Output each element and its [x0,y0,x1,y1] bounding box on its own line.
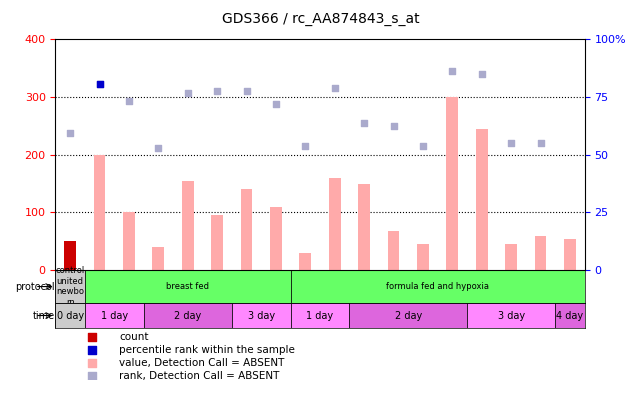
FancyBboxPatch shape [349,303,467,328]
FancyBboxPatch shape [232,303,290,328]
Point [535,140,545,146]
Text: value, Detection Call = ABSENT: value, Detection Call = ABSENT [119,358,285,368]
FancyBboxPatch shape [144,303,232,328]
Point [388,122,399,129]
FancyBboxPatch shape [555,303,585,328]
Point [94,81,104,87]
Point [447,67,458,74]
FancyBboxPatch shape [290,270,585,303]
FancyBboxPatch shape [290,303,349,328]
FancyBboxPatch shape [85,270,290,303]
Bar [417,244,429,270]
Bar [240,189,253,270]
Text: 2 day: 2 day [395,310,422,320]
Point [87,373,97,379]
Text: GDS366 / rc_AA874843_s_at: GDS366 / rc_AA874843_s_at [222,12,419,26]
Point [87,334,97,341]
Point [87,347,97,353]
Bar [299,253,312,270]
Bar [535,236,546,270]
Point [153,145,163,151]
Point [183,89,193,96]
Text: 2 day: 2 day [174,310,201,320]
Point [271,101,281,107]
Point [359,120,369,126]
Point [65,129,75,136]
Bar [153,247,164,270]
Text: rank, Detection Call = ABSENT: rank, Detection Call = ABSENT [119,371,279,381]
Point [418,143,428,149]
Text: percentile rank within the sample: percentile rank within the sample [119,345,295,355]
Point [242,88,252,94]
Text: time: time [33,310,54,320]
Text: 1 day: 1 day [101,310,128,320]
Point [477,70,487,77]
FancyBboxPatch shape [85,303,144,328]
Bar [123,213,135,270]
Text: 3 day: 3 day [247,310,275,320]
Point [87,360,97,366]
Point [300,143,310,149]
Text: control
united
newbo
rn: control united newbo rn [56,267,85,307]
Bar [358,183,370,270]
Bar [212,215,223,270]
Bar [476,129,488,270]
Bar [94,154,105,270]
FancyBboxPatch shape [56,270,85,303]
Text: 1 day: 1 day [306,310,333,320]
Bar [270,207,282,270]
Text: 3 day: 3 day [497,310,525,320]
Text: count: count [119,332,149,343]
Point [329,85,340,91]
Bar [329,178,340,270]
Bar [447,97,458,270]
Bar [388,231,399,270]
Point [506,140,516,146]
FancyBboxPatch shape [56,303,85,328]
Bar [505,244,517,270]
Text: 0 day: 0 day [56,310,84,320]
Bar [564,238,576,270]
Text: 4 day: 4 day [556,310,583,320]
FancyBboxPatch shape [467,303,555,328]
Point [94,81,104,87]
Text: protocol: protocol [15,282,54,291]
Point [124,98,134,105]
Bar [182,181,194,270]
Bar [64,242,76,270]
Text: formula fed and hypoxia: formula fed and hypoxia [386,282,489,291]
Point [212,88,222,94]
Text: breast fed: breast fed [166,282,209,291]
